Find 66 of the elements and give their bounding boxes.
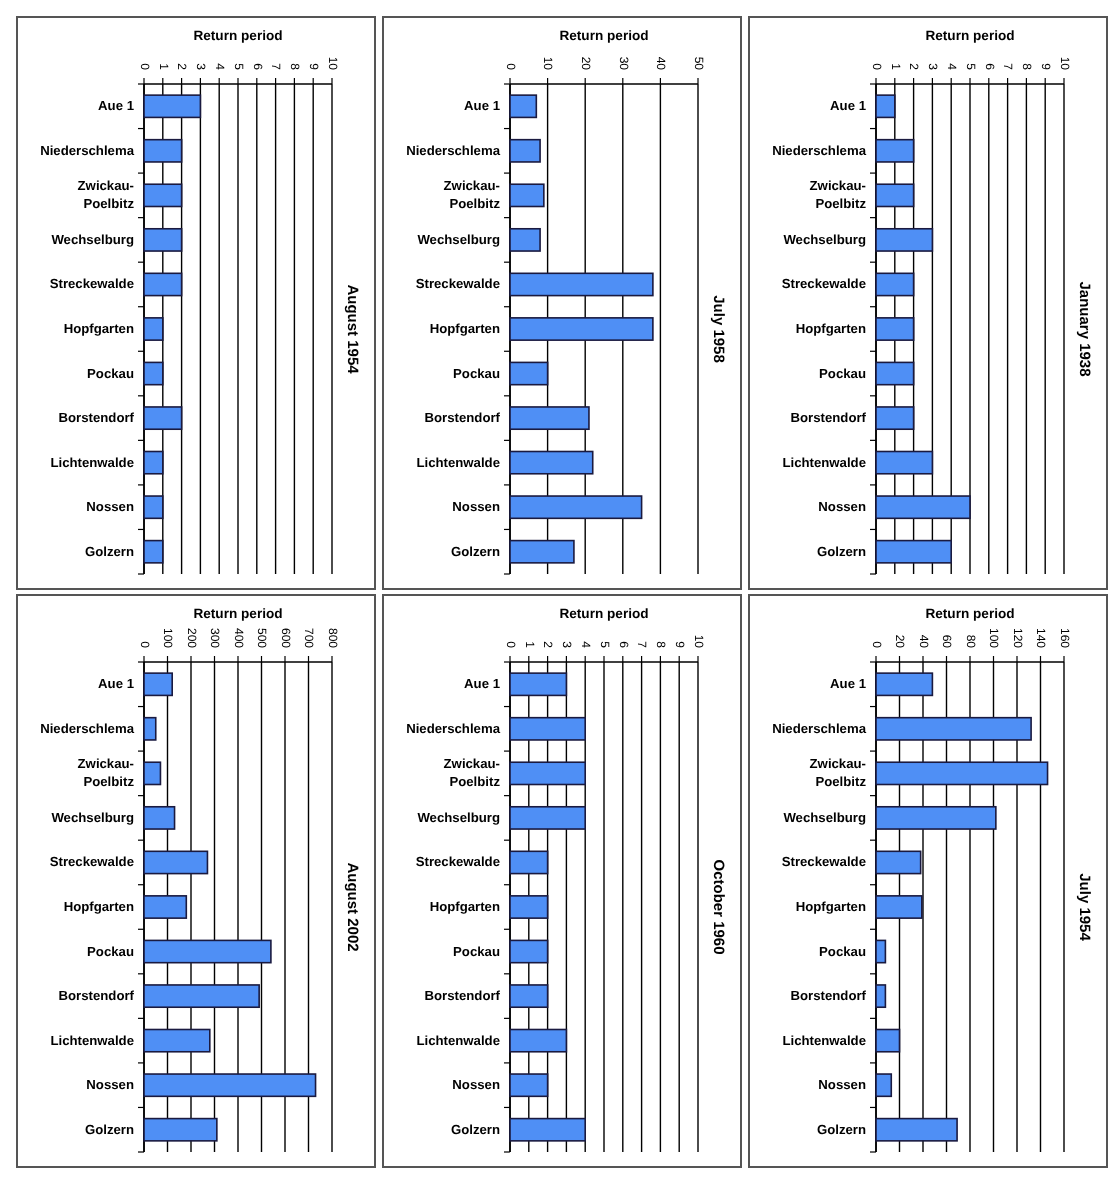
- bar: [875, 1117, 958, 1142]
- bar: [509, 183, 545, 208]
- bar: [875, 450, 934, 475]
- bar: [875, 672, 934, 697]
- bar: [509, 138, 541, 163]
- bar: [143, 939, 272, 964]
- bar: [875, 183, 915, 208]
- bar: [875, 317, 915, 341]
- bar: [875, 227, 934, 252]
- bar: [143, 495, 164, 520]
- bar: [509, 850, 549, 875]
- bar: [143, 406, 183, 431]
- bar: [143, 450, 164, 475]
- bar: [875, 716, 1032, 741]
- bar: [875, 361, 915, 386]
- bar: [509, 406, 590, 431]
- bar: [509, 539, 575, 564]
- bar: [509, 805, 586, 830]
- bar: [143, 1073, 317, 1098]
- bar: [509, 495, 643, 520]
- bar: [143, 716, 157, 741]
- bar: [143, 984, 260, 1009]
- bar: [509, 1117, 586, 1142]
- bar: [509, 716, 586, 741]
- bar: [875, 895, 923, 919]
- bar: [143, 1117, 218, 1142]
- bar: [143, 672, 173, 697]
- bar: [143, 361, 164, 386]
- bar: [143, 94, 202, 119]
- bar: [875, 138, 915, 163]
- bar: [509, 94, 538, 119]
- bar: [875, 939, 887, 964]
- bar: [509, 1028, 568, 1053]
- bar: [509, 361, 549, 386]
- bar: [509, 272, 654, 297]
- bar: [143, 317, 164, 341]
- bar: [143, 272, 183, 297]
- bar: [143, 895, 188, 919]
- bar: [875, 406, 915, 431]
- bar: [143, 805, 176, 830]
- bar: [875, 495, 971, 520]
- bar: [509, 895, 549, 919]
- bar: [143, 539, 164, 564]
- bar: [875, 850, 922, 875]
- bar: [875, 539, 952, 564]
- bar: [875, 761, 1049, 786]
- bar: [509, 450, 594, 475]
- bar: [509, 317, 654, 341]
- bar: [875, 1028, 901, 1053]
- bar: [143, 1028, 211, 1053]
- bar: [143, 850, 209, 875]
- bar: [509, 1073, 549, 1098]
- bar: [875, 1073, 893, 1098]
- bar: [875, 272, 915, 297]
- bar: [875, 805, 997, 830]
- bar: [509, 672, 568, 697]
- bar: [143, 227, 183, 252]
- bar: [875, 984, 887, 1009]
- bar: [143, 761, 162, 786]
- bar: [875, 94, 896, 119]
- bar: [509, 939, 549, 964]
- bar: [509, 227, 541, 252]
- bar: [143, 138, 183, 163]
- bar: [143, 183, 183, 208]
- bar: [509, 761, 586, 786]
- bar: [509, 984, 549, 1009]
